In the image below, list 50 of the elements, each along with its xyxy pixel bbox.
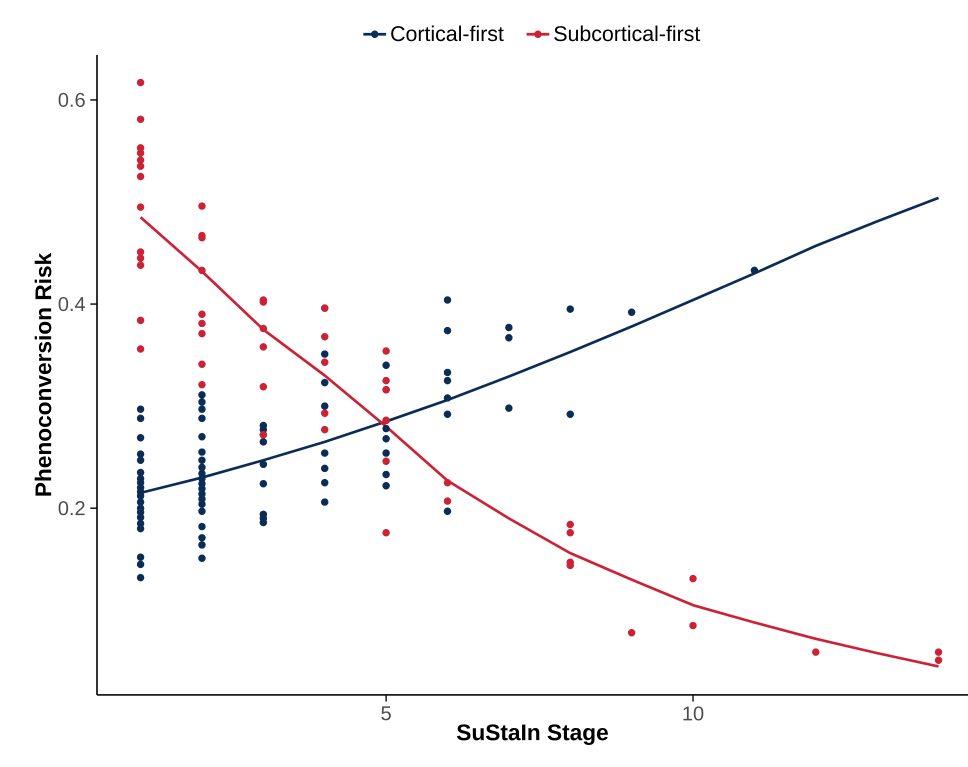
point xyxy=(260,324,268,332)
point xyxy=(444,497,452,505)
point xyxy=(198,310,206,318)
point xyxy=(198,330,206,338)
point xyxy=(136,345,144,353)
point xyxy=(136,116,144,124)
point xyxy=(136,203,144,211)
y-tick-label: 0.4 xyxy=(58,296,86,312)
x-tick-label: 5 xyxy=(381,706,391,720)
point xyxy=(198,202,206,210)
point xyxy=(136,248,144,256)
point xyxy=(320,410,328,417)
point xyxy=(136,172,144,180)
line-series xyxy=(139,216,940,668)
point xyxy=(320,332,328,340)
point xyxy=(382,458,390,465)
point xyxy=(260,382,268,390)
point xyxy=(382,376,390,384)
point xyxy=(136,316,144,324)
point xyxy=(136,262,144,269)
point xyxy=(382,347,390,355)
point xyxy=(566,520,574,528)
y-tick-label: 0.2 xyxy=(58,501,85,516)
point xyxy=(566,528,574,536)
point xyxy=(136,78,144,86)
point xyxy=(934,656,942,664)
y-axis-title: Phenoconversion Risk xyxy=(34,252,52,496)
point xyxy=(136,149,144,157)
point xyxy=(136,254,144,262)
point xyxy=(198,266,206,274)
point xyxy=(198,380,206,388)
x-tick-label: 10 xyxy=(683,706,704,721)
legend-label: Cortical-first xyxy=(391,26,504,42)
point xyxy=(320,358,328,366)
x-axis-title: SuStaIn Stage xyxy=(456,724,608,745)
point xyxy=(444,478,452,486)
y-tick-label: 0.6 xyxy=(58,92,85,107)
point xyxy=(382,528,390,536)
legend-label: Subcortical-first xyxy=(554,26,700,42)
point xyxy=(198,320,206,328)
point xyxy=(136,162,144,170)
point xyxy=(812,648,820,656)
point xyxy=(689,574,697,582)
point xyxy=(198,360,206,368)
point xyxy=(689,622,697,630)
point xyxy=(934,648,942,656)
point xyxy=(320,426,328,434)
point xyxy=(136,156,144,164)
point xyxy=(628,628,636,636)
point xyxy=(260,343,268,351)
